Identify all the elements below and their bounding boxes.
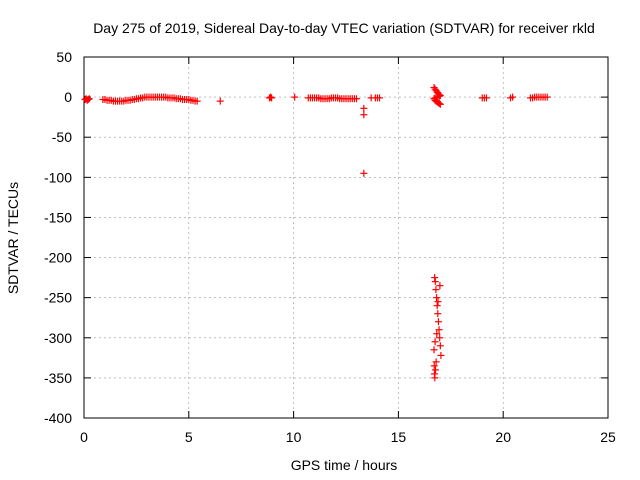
data-point	[268, 94, 276, 102]
x-tick-label: 0	[80, 429, 88, 445]
data-point	[436, 282, 444, 290]
y-tick-label: 50	[56, 49, 72, 65]
data-point	[436, 100, 444, 108]
data-point	[267, 93, 275, 101]
data-point	[85, 95, 93, 103]
data-point	[433, 302, 441, 310]
plot-frame	[83, 56, 609, 419]
data-point	[430, 346, 438, 354]
data-point	[432, 286, 440, 294]
data-point	[360, 111, 368, 119]
data-point	[360, 169, 368, 177]
x-tick-label: 20	[495, 429, 511, 445]
data-point	[431, 278, 439, 286]
data-point	[430, 362, 438, 370]
chart-title: Day 275 of 2019, Sidereal Day-to-day VTE…	[93, 20, 595, 36]
data-point	[437, 351, 445, 359]
y-tick-label: -250	[44, 290, 72, 306]
data-point	[431, 366, 439, 374]
data-point	[376, 94, 384, 102]
data-point	[509, 93, 517, 101]
data-point	[436, 334, 444, 342]
y-tick-label: 0	[64, 89, 72, 105]
data-point	[543, 93, 551, 101]
data-point	[482, 94, 490, 102]
x-tick-label: 10	[286, 429, 302, 445]
y-tick-label: -400	[44, 410, 72, 426]
y-tick-labels: 50 0 -50 -100 -150 -200 -250 -300 -350 -400	[44, 49, 72, 426]
data-point	[435, 92, 443, 100]
y-tick-label: -50	[52, 129, 72, 145]
data-point	[433, 330, 441, 338]
y-axis-title: SDTVAR / TECUs	[5, 182, 21, 294]
data-point	[430, 370, 438, 378]
x-tick-label: 25	[600, 429, 616, 445]
data-point	[433, 294, 441, 302]
grid-lines	[84, 57, 608, 418]
axis-ticks	[83, 56, 609, 419]
data-point	[360, 104, 368, 112]
data-point	[291, 93, 299, 101]
data-point	[435, 100, 443, 108]
x-tick-label: 5	[185, 429, 193, 445]
data-point	[352, 95, 360, 103]
data-point	[436, 342, 444, 350]
data-point	[434, 298, 442, 306]
y-tick-label: -150	[44, 209, 72, 225]
data-point	[431, 338, 439, 346]
data-point	[436, 92, 444, 100]
data-point	[432, 358, 440, 366]
data-point	[434, 310, 442, 318]
data-point	[216, 97, 224, 105]
data-point	[435, 326, 443, 334]
data-point	[193, 97, 201, 105]
x-tick-labels: 0 5 10 15 20 25	[80, 429, 616, 445]
data-points	[81, 83, 551, 382]
data-point	[84, 96, 92, 104]
data-point	[431, 274, 439, 282]
x-tick-label: 15	[391, 429, 407, 445]
y-tick-label: -200	[44, 250, 72, 266]
y-tick-label: -350	[44, 370, 72, 386]
y-tick-label: -300	[44, 330, 72, 346]
y-tick-label: -100	[44, 169, 72, 185]
x-axis-title: GPS time / hours	[291, 457, 398, 473]
data-point	[434, 318, 442, 326]
